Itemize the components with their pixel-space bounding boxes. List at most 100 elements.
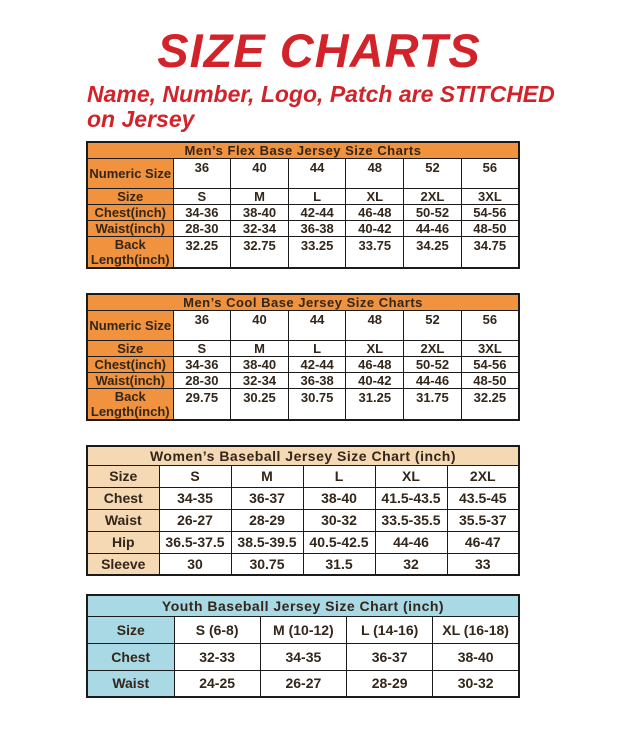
size-cell: 40-42 [345, 220, 405, 237]
size-cell: 48-50 [460, 372, 520, 389]
row-label: Size [86, 615, 175, 644]
size-cell: 36 [172, 310, 232, 341]
row-label: Waist(inch) [86, 220, 174, 237]
size-cell: 36 [172, 158, 232, 189]
size-cell: 40.5-42.5 [302, 530, 376, 554]
size-cell: S [158, 464, 232, 488]
size-cell: 32.25 [460, 388, 520, 421]
size-cell: 56 [460, 158, 520, 189]
size-cell: 42-44 [287, 204, 347, 221]
size-cell: 33.5-35.5 [374, 508, 448, 532]
size-cell: 38-40 [230, 356, 289, 373]
row-label: Back Length(inch) [86, 236, 174, 269]
size-cell: 32-34 [230, 220, 289, 237]
size-cell: L [302, 464, 376, 488]
size-cell: 32.25 [172, 236, 232, 269]
size-cell: 2XL [403, 188, 462, 205]
row-label: Waist [86, 508, 160, 532]
size-cell: 33.75 [345, 236, 405, 269]
size-cell: S [172, 188, 232, 205]
size-cell: 54-56 [460, 356, 520, 373]
size-cell: 32.75 [230, 236, 289, 269]
size-cell: 26-27 [259, 669, 348, 698]
size-cell: 43.5-45 [446, 486, 520, 510]
row-label: Size [86, 340, 174, 357]
size-cell: 32-34 [230, 372, 289, 389]
size-cell: 38.5-39.5 [230, 530, 304, 554]
size-cell: XL (16-18) [432, 615, 520, 644]
size-cell: 34-35 [259, 642, 348, 671]
size-cell: 38-40 [230, 204, 289, 221]
size-cell: 31.75 [403, 388, 462, 421]
size-cell: 32 [374, 552, 448, 576]
size-cell: 31.5 [302, 552, 376, 576]
row-label: Sleeve [86, 552, 160, 576]
size-cell: 36-38 [287, 220, 347, 237]
size-cell: 50-52 [403, 356, 462, 373]
size-cell: 54-56 [460, 204, 520, 221]
size-cell: 30.25 [230, 388, 289, 421]
size-cell: 3XL [460, 340, 520, 357]
size-cell: 44-46 [374, 530, 448, 554]
size-cell: 28-29 [230, 508, 304, 532]
size-cell: 44-46 [403, 220, 462, 237]
page-title: SIZE CHARTS [157, 24, 481, 77]
size-cell: 52 [403, 158, 462, 189]
size-cell: XL [374, 464, 448, 488]
size-cell: 33 [446, 552, 520, 576]
row-label: Chest(inch) [86, 356, 174, 373]
row-label: Back Length(inch) [86, 388, 174, 421]
size-cell: M [230, 188, 289, 205]
size-cell: 34-36 [172, 204, 232, 221]
row-label: Chest(inch) [86, 204, 174, 221]
size-cell: 40 [230, 310, 289, 341]
size-cell: 28-30 [172, 220, 232, 237]
size-cell: 31.25 [345, 388, 405, 421]
table-title: Men’s Flex Base Jersey Size Charts [86, 141, 520, 159]
size-cell: 32-33 [173, 642, 261, 671]
row-label: Waist(inch) [86, 372, 174, 389]
size-cell: 34.25 [403, 236, 462, 269]
size-cell: 38-40 [302, 486, 376, 510]
size-charts-page: SIZE CHARTS Name, Number, Logo, Patch ar… [86, 24, 555, 698]
row-label: Chest [86, 642, 175, 671]
size-cell: 46-47 [446, 530, 520, 554]
page-subtitle: Name, Number, Logo, Patch are STITCHED o… [87, 81, 555, 132]
size-table-youth-baseball: Youth Baseball Jersey Size Chart (inch) S… [86, 594, 520, 698]
size-cell: M (10-12) [259, 615, 348, 644]
size-cell: 30-32 [432, 669, 520, 698]
row-label: Size [86, 464, 160, 488]
size-cell: 30.75 [230, 552, 304, 576]
size-cell: 48 [345, 310, 405, 341]
size-cell: 2XL [403, 340, 462, 357]
size-cell: M [230, 340, 289, 357]
table-title: Women’s Baseball Jersey Size Chart (inch… [86, 445, 520, 466]
size-cell: 24-25 [173, 669, 261, 698]
size-cell: 30 [158, 552, 232, 576]
size-table-mens-flex-base: Men’s Flex Base Jersey Size Charts Numeri… [86, 141, 520, 269]
size-cell: 40 [230, 158, 289, 189]
size-cell: 26-27 [158, 508, 232, 532]
size-cell: 36-37 [230, 486, 304, 510]
size-cell: 44-46 [403, 372, 462, 389]
size-cell: 34-36 [172, 356, 232, 373]
size-cell: 44 [287, 310, 347, 341]
table-title: Youth Baseball Jersey Size Chart (inch) [86, 594, 520, 617]
row-label: Size [86, 188, 174, 205]
size-cell: 42-44 [287, 356, 347, 373]
size-cell: S [172, 340, 232, 357]
size-cell: L [287, 340, 347, 357]
size-cell: 36-38 [287, 372, 347, 389]
size-cell: 36.5-37.5 [158, 530, 232, 554]
size-cell: 28-30 [172, 372, 232, 389]
size-cell: 34-35 [158, 486, 232, 510]
size-cell: 38-40 [432, 642, 520, 671]
size-table-womens-baseball: Women’s Baseball Jersey Size Chart (inch… [86, 445, 520, 576]
size-cell: 3XL [460, 188, 520, 205]
size-cell: S (6-8) [173, 615, 261, 644]
size-tables-container: Men’s Flex Base Jersey Size Charts Numeri… [86, 141, 520, 698]
size-cell: 46-48 [345, 204, 405, 221]
size-cell: 50-52 [403, 204, 462, 221]
size-cell: 48 [345, 158, 405, 189]
size-cell: L (14-16) [345, 615, 434, 644]
